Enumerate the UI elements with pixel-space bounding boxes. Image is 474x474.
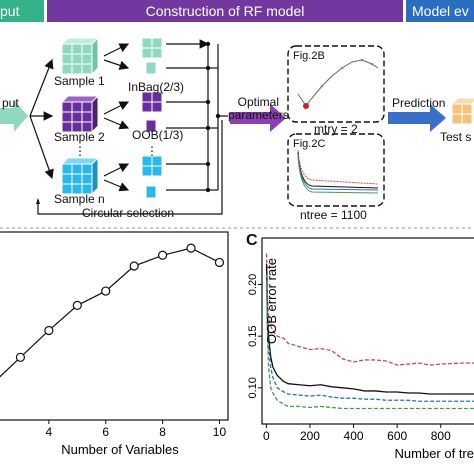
inbag-label: InBag(2/3) xyxy=(128,80,185,94)
chart-b-xtick-label-3: 10 xyxy=(213,425,227,439)
test-set-cube xyxy=(450,97,474,125)
fig2c-box xyxy=(287,133,385,207)
sample-n-label: Sample n xyxy=(54,192,105,206)
header-band-right: Model ev xyxy=(406,0,474,22)
header-right-label: Model ev xyxy=(412,3,469,19)
header-band-left: put xyxy=(0,0,44,22)
chart-c-ylabel: OOB error rate xyxy=(264,258,279,344)
sample-1-cube xyxy=(60,36,100,76)
prediction-arrow xyxy=(388,104,446,132)
chart-c-frame xyxy=(261,237,474,425)
chart-b-point-8 xyxy=(214,257,225,268)
branch-arrow-3 xyxy=(29,115,54,180)
chart-b-point-1 xyxy=(15,352,26,362)
panel-c-letter: C xyxy=(246,232,258,249)
chart-b-point-4 xyxy=(101,286,111,296)
optimal-parameters-label: Optimal parameters xyxy=(228,95,289,122)
chart-b-point-7 xyxy=(186,243,196,253)
chart-c-series-0 xyxy=(265,253,474,366)
chart-b-point-5 xyxy=(129,261,139,271)
header-left-label: put xyxy=(0,3,20,19)
chart-c-xtick-label-1: 200 xyxy=(300,429,320,443)
chart-b-point-6 xyxy=(158,250,168,260)
prediction-label: Prediction xyxy=(392,96,446,110)
mtry-label: mtry = 2 xyxy=(314,122,358,136)
circular-selection-bracket xyxy=(37,120,223,215)
optimum-marker xyxy=(303,103,309,109)
sample-dots: ⋮ xyxy=(74,144,86,158)
chart-c-ytick-label-1: 0.15 xyxy=(247,325,259,346)
chart-c-series-1 xyxy=(265,263,474,395)
chart-c-xtick-label-2: 400 xyxy=(344,429,364,443)
chart-c-xlabel: Number of tre xyxy=(395,446,474,461)
chart-b-xtick-label-2: 8 xyxy=(159,425,166,439)
sample-2-label: Sample 2 xyxy=(54,130,105,144)
chart-c-xtick-label-3: 600 xyxy=(387,429,407,443)
sample-n-cube xyxy=(60,156,100,196)
chart-b-point-3 xyxy=(72,300,82,311)
fig2c-label: Fig.2C xyxy=(293,138,326,150)
chart-c-series-3 xyxy=(265,284,474,410)
oob-label: OOB(1/3) xyxy=(132,128,184,142)
branch-arrow-1 xyxy=(29,58,54,117)
workflow-diagram xyxy=(0,36,474,229)
oob-pieces xyxy=(145,61,157,199)
input-arrow xyxy=(0,100,28,132)
chart-c-ytick-label-0: 0.10 xyxy=(247,377,259,398)
chart-c-xtick-label-4: 800 xyxy=(431,429,451,443)
chart-b-xtick-label-1: 6 xyxy=(102,425,109,439)
chart-c-xtick-label-0: 0 xyxy=(263,429,270,443)
chart-b-point-2 xyxy=(44,325,54,336)
chart-c-ytick-label-2: 0.20 xyxy=(247,274,259,295)
header-band-center: Construction of RF model xyxy=(47,0,403,22)
fig2b-label: Fig.2B xyxy=(293,50,325,62)
chart-b-frame xyxy=(0,231,229,421)
chart-b-xlabel: Number of Variables xyxy=(61,442,179,457)
test-set-label: Test s xyxy=(440,130,472,144)
sample-1-label: Sample 1 xyxy=(54,74,105,88)
fig2b-box xyxy=(287,45,385,123)
chart-b-xtick-label-0: 4 xyxy=(46,425,53,439)
sample-2-cube xyxy=(60,94,100,134)
optimal-arrow xyxy=(230,104,286,132)
ntree-label: ntree = 1100 xyxy=(300,208,367,222)
piece-dots: ⋮ xyxy=(146,144,158,158)
chart-c-series-2 xyxy=(265,274,474,402)
fig2b-curve xyxy=(297,59,379,107)
circular-selection-label: Circular selection xyxy=(82,206,175,220)
inbag-pieces xyxy=(141,37,163,177)
input-label: put xyxy=(2,96,19,110)
header-center-label: Construction of RF model xyxy=(145,3,305,19)
